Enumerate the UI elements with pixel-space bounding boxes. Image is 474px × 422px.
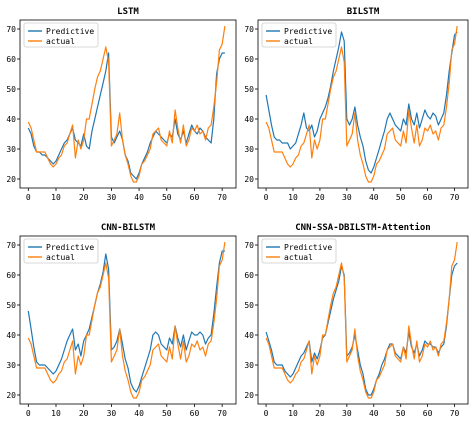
legend-box xyxy=(261,22,337,48)
x-tick-label: 70 xyxy=(450,409,460,418)
y-tick-label: 30 xyxy=(244,145,254,154)
x-tick-label: 70 xyxy=(217,409,227,418)
legend-box xyxy=(261,238,337,264)
y-tick-label: 70 xyxy=(6,25,16,34)
x-tick-label: 0 xyxy=(264,193,269,202)
plot-frame xyxy=(19,19,237,189)
x-tick-label: 20 xyxy=(79,409,89,418)
x-tick-label: 60 xyxy=(423,193,433,202)
y-tick-label: 20 xyxy=(244,391,254,400)
y-tick-label: 20 xyxy=(244,175,254,184)
x-tick-label: 0 xyxy=(264,409,269,418)
y-tick-label: 70 xyxy=(6,241,16,250)
y-tick-label: 30 xyxy=(244,361,254,370)
y-tick-label: 40 xyxy=(6,331,16,340)
y-tick-label: 30 xyxy=(6,145,16,154)
x-tick-label: 40 xyxy=(134,193,144,202)
plot-frame xyxy=(19,235,237,405)
y-tick-label: 60 xyxy=(6,55,16,64)
x-tick-label: 20 xyxy=(79,193,89,202)
legend-label-actual: actual xyxy=(284,37,313,46)
x-tick-label: 70 xyxy=(450,193,460,202)
x-tick-label: 50 xyxy=(162,409,172,418)
x-tick-label: 60 xyxy=(190,409,200,418)
y-tick-label: 20 xyxy=(6,175,16,184)
y-tick-label: 50 xyxy=(244,301,254,310)
series-line-actual xyxy=(265,241,458,399)
legend-label-predictive: Predictive xyxy=(46,27,94,36)
chart-panel-3: CNN-BILSTM 0 10 20 30 40 50 60 70 20 30 40 50 60 70 Pre… xyxy=(6,223,237,418)
x-tick-label: 60 xyxy=(423,409,433,418)
x-tick-label: 30 xyxy=(107,193,117,202)
plot-frame xyxy=(257,235,469,405)
x-tick-label: 40 xyxy=(369,193,379,202)
series-line-predictive xyxy=(265,262,458,396)
legend-label-predictive: Predictive xyxy=(284,27,332,36)
x-tick-label: 30 xyxy=(107,409,117,418)
chart-panel-1: LSTM 0 10 20 30 40 50 60 70 20 30 40 50 60 70 Predictiv… xyxy=(6,7,237,202)
chart-title: CNN-SSA-DBILSTM-Attention xyxy=(295,222,430,233)
x-tick-label: 70 xyxy=(217,193,227,202)
x-tick-label: 30 xyxy=(342,409,352,418)
series-line-predictive xyxy=(27,250,225,393)
x-tick-label: 10 xyxy=(51,409,61,418)
chart-panel-2: BILSTM 0 10 20 30 40 50 60 70 20 30 40 50 60 70 Predict… xyxy=(244,7,469,202)
y-tick-label: 70 xyxy=(244,241,254,250)
series-line-actual xyxy=(27,25,226,183)
x-tick-label: 60 xyxy=(190,193,200,202)
y-tick-label: 70 xyxy=(244,25,254,34)
y-tick-label: 40 xyxy=(244,115,254,124)
x-tick-label: 20 xyxy=(315,193,325,202)
x-tick-label: 50 xyxy=(162,193,172,202)
x-tick-label: 0 xyxy=(26,409,31,418)
x-tick-label: 50 xyxy=(396,193,406,202)
y-tick-label: 20 xyxy=(6,391,16,400)
x-tick-label: 20 xyxy=(315,409,325,418)
chart-title: CNN-BILSTM xyxy=(101,223,156,233)
x-tick-label: 0 xyxy=(26,193,31,202)
y-tick-label: 60 xyxy=(244,55,254,64)
x-tick-label: 40 xyxy=(369,409,379,418)
y-tick-label: 50 xyxy=(244,85,254,94)
chart-panel-4: CNN-SSA-DBILSTM-Attention 0 10 20 30 40 50 60 70… xyxy=(244,222,469,418)
legend-label-predictive: Predictive xyxy=(284,243,332,252)
y-tick-label: 50 xyxy=(6,85,16,94)
series-line-predictive xyxy=(265,31,458,174)
x-tick-label: 10 xyxy=(51,193,61,202)
y-tick-label: 60 xyxy=(244,271,254,280)
y-tick-label: 40 xyxy=(244,331,254,340)
x-tick-label: 40 xyxy=(134,409,144,418)
series-line-actual xyxy=(27,241,226,399)
y-tick-label: 30 xyxy=(6,361,16,370)
chart-title: LSTM xyxy=(117,7,139,17)
y-tick-label: 40 xyxy=(6,115,16,124)
legend-label-actual: actual xyxy=(284,253,313,262)
legend-label-actual: actual xyxy=(46,37,75,46)
legend-box xyxy=(23,238,99,264)
legend-label-actual: actual xyxy=(46,253,75,262)
x-tick-label: 10 xyxy=(288,409,298,418)
chart-title: BILSTM xyxy=(347,7,380,17)
series-line-actual xyxy=(265,25,458,183)
y-tick-label: 60 xyxy=(6,271,16,280)
legend-label-predictive: Predictive xyxy=(46,243,94,252)
x-tick-label: 30 xyxy=(342,193,352,202)
legend-box xyxy=(23,22,99,48)
plot-frame xyxy=(257,19,469,189)
y-tick-label: 50 xyxy=(6,301,16,310)
x-tick-label: 10 xyxy=(288,193,298,202)
x-tick-label: 50 xyxy=(396,409,406,418)
